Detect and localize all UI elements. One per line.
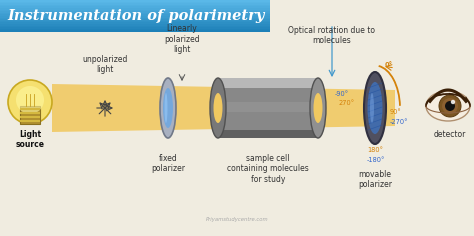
Bar [0, 5, 270, 6]
Text: 270°: 270° [339, 100, 355, 106]
Bar [0, 8, 270, 10]
Polygon shape [218, 102, 318, 112]
Bar [0, 22, 270, 24]
Bar [0, 29, 270, 30]
Ellipse shape [426, 91, 470, 121]
Text: Light
source: Light source [16, 130, 45, 149]
Bar [0, 10, 270, 11]
Bar [0, 6, 270, 8]
Bar [20, 116, 40, 118]
Bar [20, 106, 40, 124]
Text: fixed
polarizer: fixed polarizer [151, 154, 185, 173]
Ellipse shape [370, 93, 374, 123]
Circle shape [451, 100, 455, 104]
Bar [0, 18, 270, 19]
Bar [0, 24, 270, 25]
Bar [20, 120, 40, 122]
Ellipse shape [313, 93, 322, 123]
Bar [0, 2, 270, 3]
Bar [0, 27, 270, 29]
Polygon shape [218, 78, 318, 88]
Bar [0, 19, 270, 21]
Text: unpolarized
light: unpolarized light [82, 55, 128, 74]
Circle shape [445, 101, 455, 111]
Circle shape [16, 86, 44, 114]
Text: 180°: 180° [367, 147, 383, 153]
Polygon shape [218, 130, 318, 138]
Bar [0, 14, 270, 16]
Polygon shape [52, 84, 395, 132]
Bar [0, 25, 270, 27]
Ellipse shape [213, 93, 222, 123]
Bar [20, 112, 40, 114]
Text: Instrumentation of polarimetry: Instrumentation of polarimetry [7, 9, 264, 23]
Ellipse shape [310, 78, 326, 138]
Text: Optical rotation due to
molecules: Optical rotation due to molecules [289, 26, 375, 45]
Text: -90°: -90° [335, 91, 349, 97]
Ellipse shape [160, 78, 176, 138]
Ellipse shape [163, 88, 173, 128]
Bar [0, 0, 270, 2]
Ellipse shape [367, 82, 383, 134]
Text: movable
polarizer: movable polarizer [358, 170, 392, 190]
Text: -180°: -180° [367, 157, 385, 163]
Text: sample cell
containing molecules
for study: sample cell containing molecules for stu… [227, 154, 309, 184]
Bar [0, 21, 270, 22]
Text: 0°: 0° [385, 62, 393, 68]
Bar [0, 3, 270, 5]
Text: 90°: 90° [390, 109, 402, 115]
Bar [0, 13, 270, 14]
Ellipse shape [210, 78, 226, 138]
Text: Priyamstudycentre.com: Priyamstudycentre.com [206, 217, 268, 222]
Text: Linearly
polarized
light: Linearly polarized light [164, 24, 200, 54]
Circle shape [442, 98, 458, 114]
Bar [0, 11, 270, 13]
Ellipse shape [364, 72, 386, 144]
Text: detector: detector [434, 130, 466, 139]
Ellipse shape [164, 93, 167, 123]
Bar [0, 30, 270, 32]
Bar [0, 16, 270, 18]
Circle shape [8, 80, 52, 124]
Text: -270°: -270° [390, 119, 409, 125]
Bar [20, 108, 40, 110]
Polygon shape [218, 78, 318, 138]
Circle shape [439, 95, 461, 117]
